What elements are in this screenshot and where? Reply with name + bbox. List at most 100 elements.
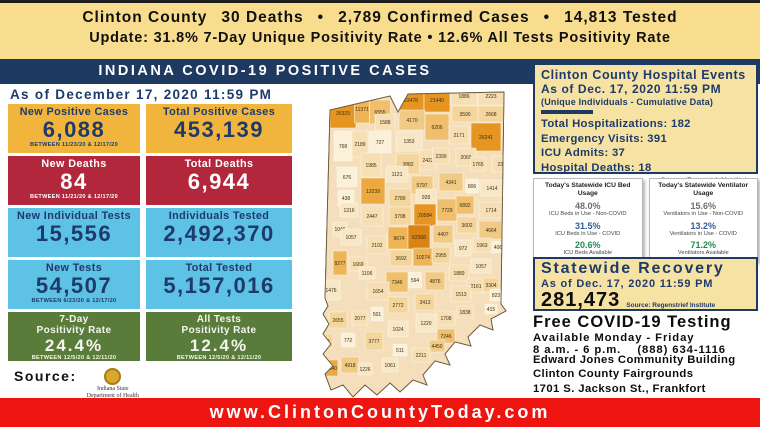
banner-update-line: Update: 31.8% 7-Day Unique Positivity Ra… [89,30,671,46]
svg-text:1057: 1057 [345,235,356,241]
address-line1: Edward Jones Community Building [533,354,736,366]
svg-text:22478: 22478 [404,98,418,104]
stat-note: BETWEEN 11/21/20 & 12/17/20 [29,194,118,201]
stat-note: BETWEEN 12/5/20 & 12/11/20 [31,354,117,361]
footer-bar: www.ClintonCountyToday.com [0,398,760,427]
svg-text:4341: 4341 [445,180,456,186]
county-name: Clinton County [82,9,208,26]
svg-text:1889: 1889 [453,271,464,277]
address-line3: 1701 S. Jackson St., Frankfort [533,382,706,395]
svg-text:1708: 1708 [440,316,451,322]
svg-text:3590: 3590 [459,112,470,118]
icu-available-value: 20.6% [574,240,601,251]
svg-text:1046: 1046 [334,227,345,233]
stat-box-new-tests: New Tests 54,507 BETWEEN 6/23/20 & 12/17… [8,260,140,309]
svg-text:3304: 3304 [485,283,496,289]
svg-text:2102: 2102 [371,243,382,249]
svg-text:7246: 7246 [440,334,451,340]
icu-noncovid-label: ICU Beds in Use - Non-COVID [549,211,627,218]
stat-box-total-tested: Total Tested 5,157,016 [146,260,292,309]
svg-text:2390: 2390 [497,162,508,168]
svg-text:1121: 1121 [392,172,403,178]
svg-text:1765: 1765 [472,162,483,168]
source-label: Source: [14,368,77,384]
confirmed-summary: 2,789 Confirmed Cases [338,9,530,26]
svg-text:823: 823 [492,293,501,299]
svg-text:1654: 1654 [372,289,383,295]
stat-label: New Deaths [41,158,107,170]
svg-text:2422: 2422 [422,158,433,164]
indiana-county-map[interactable]: 36329 11371 6555 22478 21440 1886 2223 1588 4170… [294,84,530,400]
svg-text:3882: 3882 [402,162,413,168]
stat-label: New Individual Tests [17,210,131,222]
stat-label: Total Positive Cases [162,106,276,118]
total-hospitalizations: Total Hospitalizations: 182 [541,118,691,130]
svg-text:1714: 1714 [485,208,496,214]
svg-text:4170: 4170 [406,118,417,124]
svg-text:26241: 26241 [479,135,493,141]
svg-text:406: 406 [494,245,503,251]
svg-text:21440: 21440 [430,98,444,104]
stat-box-total-deaths: Total Deaths 6,944 [146,156,292,205]
svg-text:4407: 4407 [437,232,448,238]
svg-text:1024: 1024 [392,327,403,333]
svg-text:2189: 2189 [354,142,365,148]
testing-title: Free COVID-19 Testing [533,313,732,331]
stat-label: Individuals Tested [168,210,270,222]
svg-text:1106: 1106 [362,271,373,277]
stat-box-new-positive-cases: New Positive Cases 6,088 BETWEEN 11/23/2… [8,104,140,153]
svg-text:1963: 1963 [476,243,487,249]
svg-text:806: 806 [468,184,477,190]
recovery-source: Source: Regenstrief Institute [626,301,716,309]
stat-value: 5,157,016 [163,272,275,298]
svg-text:928: 928 [422,195,431,201]
isdh-logo-line1: Indiana State [97,386,129,392]
hospital-paren: (Unique Individuals - Cumulative Data) [541,97,714,107]
svg-text:501: 501 [373,312,382,318]
stat-label: All Tests [196,314,242,325]
stat-box-new-individual-tests: New Individual Tests 15,556 [8,208,140,257]
svg-text:62368: 62368 [412,235,426,241]
hospital-events-panel: Clinton County Hospital Events As of Dec… [533,63,758,184]
stat-box-alltests-positivity: All Tests Positivity Rate 12.4% BETWEEN … [146,312,292,361]
vent-available-label: Ventilators Available [677,250,729,257]
recovery-asof: As of Dec. 17, 2020 11:59 PM [541,277,714,290]
svg-text:2223: 2223 [485,94,496,100]
statewide-recovery-panel: Statewide Recovery As of Dec. 17, 2020 1… [533,257,758,311]
svg-text:5797: 5797 [416,183,427,189]
stat-label: New Tests [45,262,103,274]
svg-text:4450: 4450 [431,344,442,350]
testing-address: Edward Jones Community Building Clinton … [533,353,736,396]
icu-covid-value: 31.5% [574,220,601,231]
divider [541,110,593,114]
stat-label-2: Positivity Rate [36,324,112,336]
stat-note: BETWEEN 6/23/20 & 12/17/20 [31,298,117,305]
svg-text:1316: 1316 [343,208,354,214]
svg-text:3777: 3777 [368,339,379,345]
hospital-asof: As of Dec. 17, 2020 11:59 PM [541,82,722,96]
svg-text:2789: 2789 [394,196,405,202]
icu-admits: ICU Admits: 37 [541,147,626,160]
bullet-icon: • [317,9,325,26]
svg-text:1642: 1642 [304,367,315,373]
svg-text:6206: 6206 [431,125,442,131]
svg-text:1057: 1057 [475,264,486,270]
stat-value: 54,507 [35,272,113,298]
stat-label: Total Deaths [184,158,254,170]
stat-note: BETWEEN 12/5/20 & 12/11/20 [176,354,262,361]
svg-text:1513: 1513 [455,292,466,298]
svg-text:1588: 1588 [379,120,390,126]
website-url-link[interactable]: www.ClintonCountyToday.com [209,402,551,422]
svg-text:1838: 1838 [459,310,470,316]
stat-value: 24.4% [44,335,104,355]
stat-label: New Positive Cases [19,106,129,118]
card-title: Today's Statewide ICU Bed Usage [545,182,631,198]
ventilator-usage-card: Today's Statewide Ventilator Usage 15.6%… [648,178,758,262]
svg-text:11371: 11371 [355,107,369,113]
source-row: Source: Indiana State Department of Heal… [14,368,139,399]
stat-value: 12.4% [189,335,249,355]
vent-covid-label: Ventilators in Use - COVID [669,230,737,237]
recovery-value: 281,473 [541,288,621,311]
svg-text:6555: 6555 [374,110,385,116]
svg-text:727: 727 [376,140,385,146]
